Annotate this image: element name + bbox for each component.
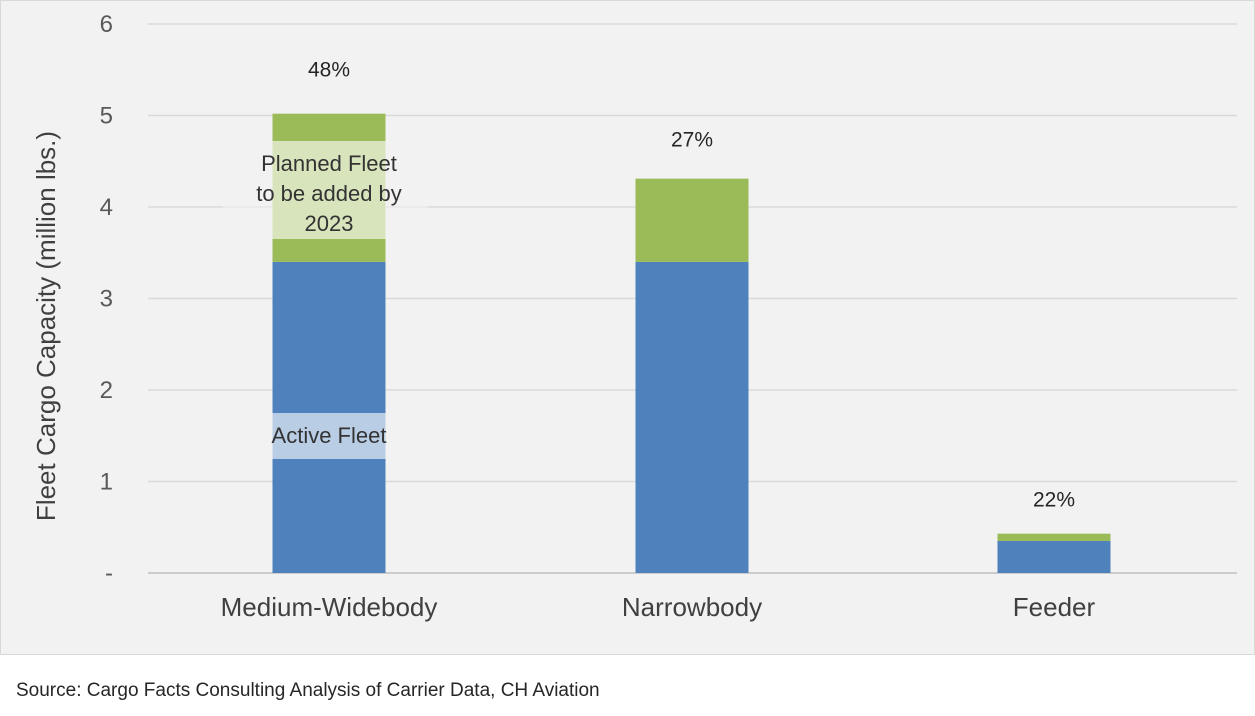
active-fleet-label-bg bbox=[272, 413, 386, 459]
y-tick-label: 3 bbox=[100, 286, 113, 313]
bar-active-fleet bbox=[997, 540, 1111, 573]
growth-label: 27% bbox=[671, 129, 713, 152]
y-axis-label: Fleet Cargo Capacity (million lbs.) bbox=[31, 131, 61, 521]
planned-fleet-annotation-line: Planned Fleet bbox=[261, 151, 397, 176]
y-axis-ticks: - 1 2 3 4 5 6 bbox=[100, 11, 113, 587]
planned-fleet-annotation-line: 2023 bbox=[305, 211, 354, 236]
y-tick-label: 4 bbox=[100, 194, 113, 221]
bar-planned-fleet bbox=[635, 178, 749, 262]
planned-fleet-label-bg bbox=[272, 141, 386, 239]
growth-labels: 48% 27% 22% bbox=[308, 59, 1099, 515]
bar-planned-fleet bbox=[997, 533, 1111, 541]
y-tick-label: 1 bbox=[100, 469, 113, 496]
bar-active-fleet bbox=[635, 261, 749, 573]
growth-label: 22% bbox=[1033, 489, 1075, 512]
x-category-label: Medium-Widebody bbox=[221, 592, 438, 622]
growth-label-bg bbox=[1009, 485, 1099, 515]
source-note: Source: Cargo Facts Consulting Analysis … bbox=[16, 680, 600, 701]
y-tick-label: - bbox=[105, 560, 113, 587]
series-annotations: Active Fleet Planned Fleet to be added by 2… bbox=[223, 141, 428, 459]
growth-label: 48% bbox=[308, 59, 350, 82]
x-axis-categories: Medium-Widebody Narrowbody Feeder bbox=[221, 592, 1096, 622]
y-tick-label: 2 bbox=[100, 377, 113, 404]
y-tick-label: 6 bbox=[100, 11, 113, 38]
active-fleet-annotation: Active Fleet bbox=[272, 423, 387, 448]
x-category-label: Narrowbody bbox=[622, 592, 762, 622]
y-tick-label: 5 bbox=[100, 103, 113, 130]
planned-fleet-annotation-line: to be added by bbox=[256, 181, 402, 206]
x-category-label: Feeder bbox=[1013, 592, 1096, 622]
